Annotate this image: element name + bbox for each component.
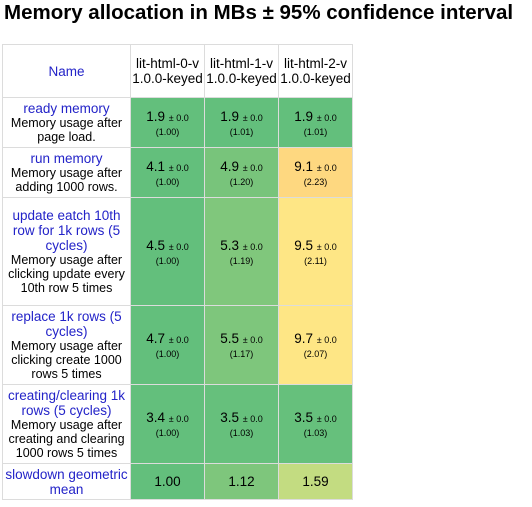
result-mean: 5.5: [220, 331, 240, 346]
result-factor: (1.00): [155, 126, 180, 137]
result-cell: 1.9 ± 0.0 (1.00): [130, 97, 205, 148]
result-ci: ± 0.0: [242, 335, 263, 345]
benchmark-name-link[interactable]: run memory: [30, 151, 103, 166]
geometric-mean-label[interactable]: slowdown geometric mean: [5, 466, 128, 497]
result-cell: 1.9 ± 0.0 (1.01): [204, 97, 279, 148]
result-ci: ± 0.0: [168, 414, 189, 424]
result-ci: ± 0.0: [168, 162, 189, 173]
benchmark-cell: replace 1k rows (5 cycles) Memory usage …: [2, 305, 131, 385]
result-mean: 9.1: [294, 158, 314, 174]
result-ci: ± 0.0: [168, 335, 189, 345]
result-ci: ± 0.0: [316, 241, 337, 252]
benchmark-cell: run memory Memory usage after adding 100…: [2, 147, 131, 198]
benchmark-name-link[interactable]: creating/clearing 1k rows (5 cycles): [7, 388, 126, 418]
result-ci: ± 0.0: [316, 414, 337, 424]
results-table: Name lit-html-0-v1.0.0-keyed lit-html-1-…: [2, 44, 353, 500]
result-mean: 1.9: [220, 108, 240, 124]
result-factor: (1.00): [155, 349, 180, 359]
result-factor: (1.03): [303, 428, 328, 438]
result-ci: ± 0.0: [242, 112, 263, 123]
result-cell: 4.1 ± 0.0 (1.00): [130, 147, 205, 198]
result-ci: ± 0.0: [316, 162, 337, 173]
result-mean: 1.9: [294, 108, 314, 124]
result-cell: 9.5 ± 0.0 (2.11): [278, 197, 353, 306]
result-ci: ± 0.0: [316, 335, 337, 345]
result-factor: (1.01): [229, 126, 254, 137]
benchmark-cell: slowdown geometric mean: [2, 463, 131, 500]
geo-cell: 1.59: [278, 463, 353, 500]
result-cell: 5.5 ± 0.0 (1.17): [204, 305, 279, 385]
result-cell: 4.7 ± 0.0 (1.00): [130, 305, 205, 385]
result-factor: (1.17): [229, 349, 254, 359]
result-mean: 4.5: [146, 237, 166, 253]
benchmark-cell: creating/clearing 1k rows (5 cycles) Mem…: [2, 384, 131, 464]
benchmark-description: Memory usage after creating and clearing…: [8, 418, 125, 460]
name-column-header[interactable]: Name: [2, 44, 131, 98]
result-factor: (1.19): [229, 255, 254, 266]
benchmark-name-link[interactable]: replace 1k rows (5 cycles): [11, 309, 122, 339]
result-mean: 5.3: [220, 237, 240, 253]
benchmark-row: run memory Memory usage after adding 100…: [2, 147, 353, 198]
result-factor: (1.20): [229, 176, 254, 187]
result-mean: 9.5: [294, 237, 314, 253]
result-ci: ± 0.0: [242, 414, 263, 424]
benchmark-name-link[interactable]: update eatch 10th row for 1k rows (5 cyc…: [12, 208, 121, 253]
benchmark-row: update eatch 10th row for 1k rows (5 cyc…: [2, 197, 353, 306]
framework-header: lit-html-0-v1.0.0-keyed: [130, 44, 205, 98]
benchmark-description: Memory usage after adding 1000 rows.: [10, 166, 123, 194]
benchmark-cell: update eatch 10th row for 1k rows (5 cyc…: [2, 197, 131, 306]
result-cell: 1.9 ± 0.0 (1.01): [278, 97, 353, 148]
result-mean: 3.5: [220, 410, 240, 425]
result-ci: ± 0.0: [168, 241, 189, 252]
benchmark-description: Memory usage after clicking create 1000 …: [10, 339, 123, 381]
result-ci: ± 0.0: [242, 162, 263, 173]
result-mean: 4.9: [220, 158, 240, 174]
result-cell: 5.3 ± 0.0 (1.19): [204, 197, 279, 306]
benchmark-row: ready memory Memory usage after page loa…: [2, 97, 353, 148]
result-ci: ± 0.0: [168, 112, 189, 123]
result-factor: (1.00): [155, 255, 180, 266]
geo-value: 1.12: [228, 474, 255, 489]
geo-value: 1.59: [302, 474, 329, 489]
result-mean: 3.4: [146, 410, 166, 425]
result-cell: 4.5 ± 0.0 (1.00): [130, 197, 205, 306]
result-cell: 3.5 ± 0.0 (1.03): [278, 384, 353, 464]
header-row: Name lit-html-0-v1.0.0-keyed lit-html-1-…: [2, 44, 353, 98]
benchmark-name-link[interactable]: ready memory: [23, 101, 110, 116]
framework-header: lit-html-1-v1.0.0-keyed: [204, 44, 279, 98]
benchmark-row: creating/clearing 1k rows (5 cycles) Mem…: [2, 384, 353, 464]
result-mean: 4.1: [146, 158, 166, 174]
result-mean: 4.7: [146, 331, 166, 346]
benchmark-row: replace 1k rows (5 cycles) Memory usage …: [2, 305, 353, 385]
result-factor: (1.00): [155, 176, 180, 187]
result-cell: 3.5 ± 0.0 (1.03): [204, 384, 279, 464]
result-factor: (2.11): [304, 255, 327, 266]
result-factor: (1.01): [303, 126, 328, 137]
geo-cell: 1.00: [130, 463, 205, 500]
result-factor: (2.23): [303, 176, 328, 187]
benchmark-cell: ready memory Memory usage after page loa…: [2, 97, 131, 148]
result-mean: 1.9: [146, 108, 166, 124]
result-factor: (2.07): [303, 349, 328, 359]
geometric-mean-row: slowdown geometric mean 1.00 1.12 1.59: [2, 463, 353, 500]
result-mean: 9.7: [294, 331, 314, 346]
framework-header: lit-html-2-v1.0.0-keyed: [278, 44, 353, 98]
result-cell: 9.1 ± 0.0 (2.23): [278, 147, 353, 198]
result-cell: 9.7 ± 0.0 (2.07): [278, 305, 353, 385]
result-ci: ± 0.0: [316, 112, 337, 123]
geo-cell: 1.12: [204, 463, 279, 500]
geo-value: 1.00: [154, 474, 181, 489]
result-factor: (1.00): [155, 428, 180, 438]
result-mean: 3.5: [294, 410, 314, 425]
benchmark-description: Memory usage after clicking update every…: [8, 253, 125, 295]
result-factor: (1.03): [229, 428, 254, 438]
result-ci: ± 0.0: [242, 241, 263, 252]
result-cell: 4.9 ± 0.0 (1.20): [204, 147, 279, 198]
page-title: Memory allocation in MBs ± 95% confidenc…: [4, 1, 514, 24]
result-cell: 3.4 ± 0.0 (1.00): [130, 384, 205, 464]
benchmark-description: Memory usage after page load.: [10, 116, 123, 144]
